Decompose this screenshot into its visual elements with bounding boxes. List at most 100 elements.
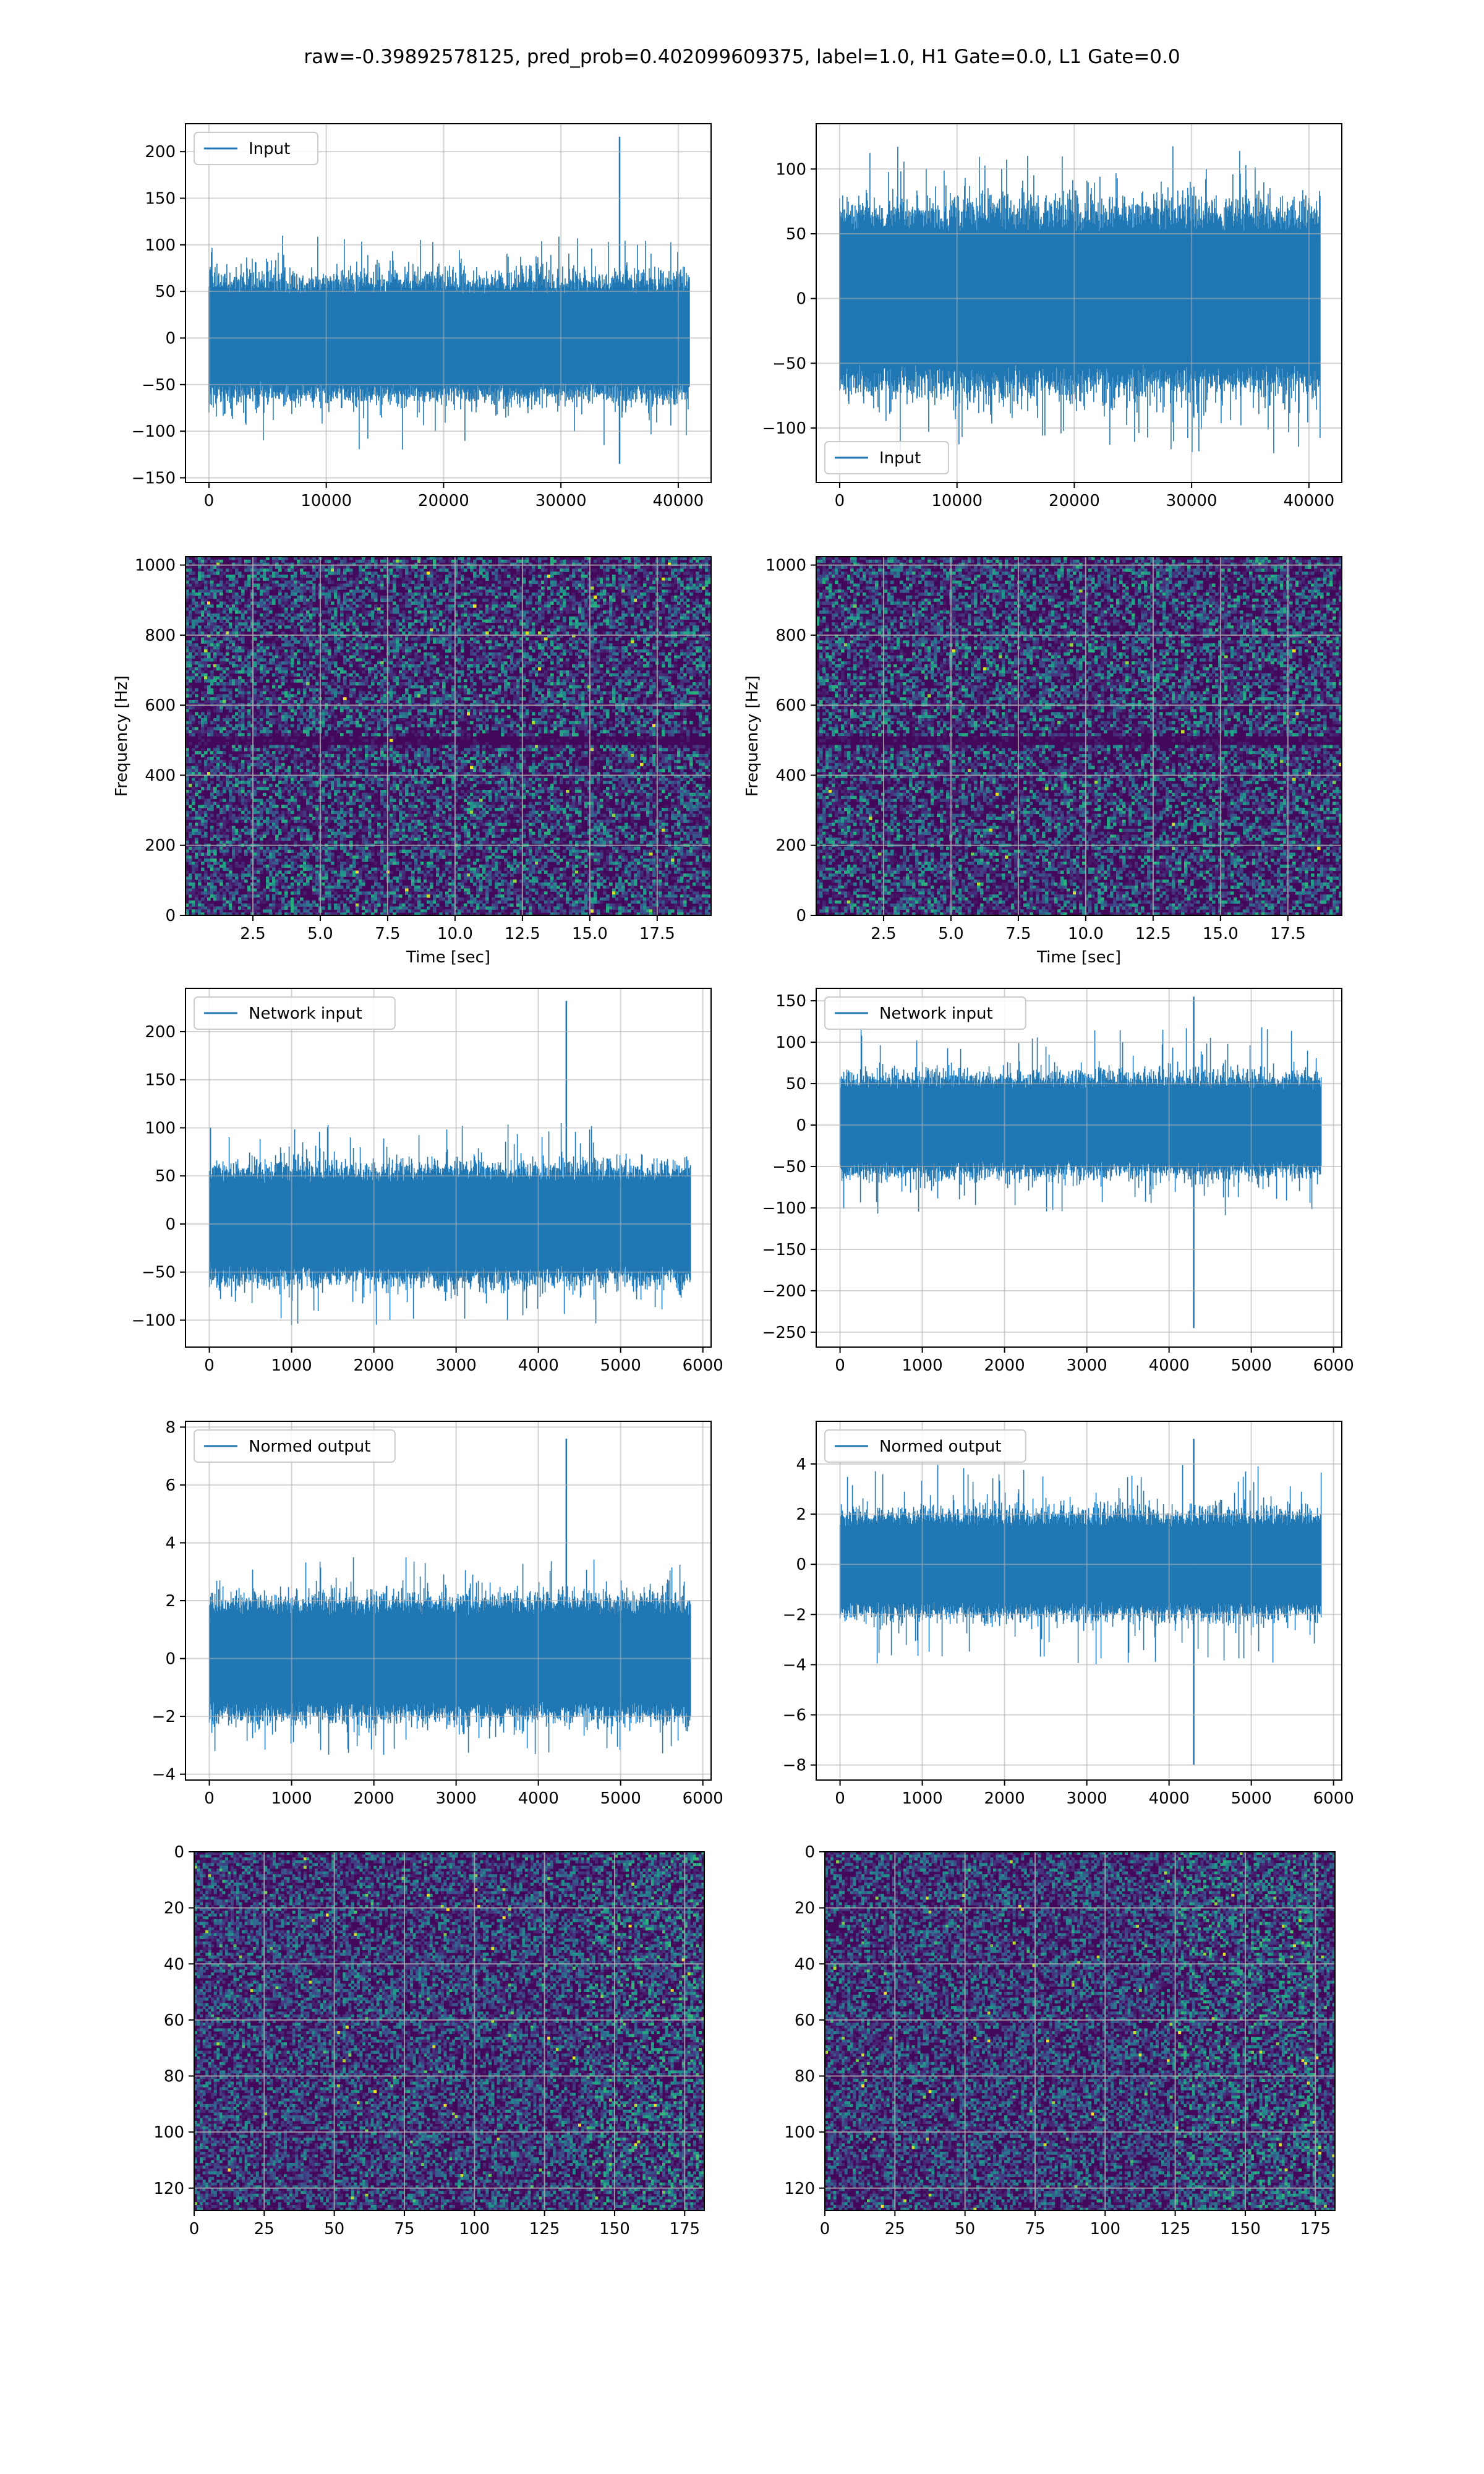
- heatmap-cell: [575, 643, 579, 646]
- heatmap-cell: [226, 649, 229, 653]
- heatmap-cell: [665, 638, 668, 641]
- heatmap-cell: [284, 599, 288, 602]
- heatmap-cell: [291, 566, 294, 569]
- heatmap-cell: [216, 607, 220, 610]
- heatmap-cell: [201, 602, 205, 605]
- heatmap-cell: [686, 604, 690, 607]
- heatmap-cell: [677, 568, 681, 571]
- heatmap-cell: [374, 620, 378, 623]
- heatmap-cell: [288, 614, 291, 617]
- heatmap-cell: [603, 596, 607, 599]
- heatmap-cell: [699, 640, 702, 643]
- heatmap-cell: [606, 578, 610, 581]
- heatmap-cell: [371, 649, 375, 653]
- heatmap-cell: [284, 614, 288, 617]
- heatmap-cell: [405, 578, 409, 581]
- heatmap-cell: [189, 643, 192, 646]
- heatmap-cell: [340, 620, 344, 623]
- heatmap-cell: [380, 604, 384, 607]
- heatmap-cell: [699, 584, 702, 587]
- heatmap-cell: [625, 649, 628, 653]
- heatmap-cell: [625, 566, 628, 569]
- heatmap-cell: [649, 628, 653, 631]
- heatmap-cell: [680, 604, 684, 607]
- heatmap-cell: [507, 571, 511, 575]
- heatmap-cell: [433, 566, 437, 569]
- heatmap-cell: [702, 604, 706, 607]
- heatmap-cell: [473, 643, 477, 646]
- heatmap-cell: [458, 575, 461, 578]
- heatmap-cell: [427, 628, 430, 631]
- heatmap-cell: [538, 596, 542, 599]
- heatmap-cell: [451, 607, 455, 610]
- heatmap-cell: [569, 649, 573, 653]
- heatmap-cell: [631, 589, 634, 593]
- heatmap-cell: [618, 575, 622, 578]
- heatmap-cell: [572, 599, 576, 602]
- heatmap-cell: [640, 617, 644, 620]
- heatmap-cell: [204, 653, 208, 656]
- heatmap-cell: [383, 599, 387, 602]
- heatmap-cell: [532, 578, 535, 581]
- heatmap-cell: [380, 560, 384, 563]
- heatmap-cell: [241, 638, 245, 641]
- heatmap-cell: [643, 589, 647, 593]
- heatmap-cell: [235, 604, 239, 607]
- heatmap-cell: [643, 628, 647, 631]
- heatmap-cell: [532, 622, 535, 625]
- heatmap-cell: [232, 640, 236, 643]
- heatmap-cell: [575, 571, 579, 575]
- heatmap-cell: [492, 593, 495, 596]
- heatmap-cell: [513, 646, 517, 649]
- heatmap-cell: [538, 617, 542, 620]
- heatmap-cell: [581, 622, 585, 625]
- heatmap-cell: [300, 607, 304, 610]
- heatmap-cell: [581, 631, 585, 635]
- heatmap-cell: [189, 593, 192, 596]
- heatmap-cell: [646, 566, 650, 569]
- heatmap-cell: [297, 640, 301, 643]
- heatmap-cell: [485, 604, 489, 607]
- heatmap-cell: [420, 604, 424, 607]
- heatmap-cell: [192, 578, 195, 581]
- heatmap-cell: [442, 620, 446, 623]
- heatmap-cell: [668, 566, 672, 569]
- heatmap-cell: [448, 599, 452, 602]
- heatmap-cell: [411, 566, 415, 569]
- heatmap-cell: [689, 631, 693, 635]
- heatmap-cell: [606, 581, 610, 584]
- heatmap-cell: [331, 571, 335, 575]
- heatmap-cell: [538, 643, 542, 646]
- heatmap-cell: [383, 640, 387, 643]
- heatmap-cell: [643, 604, 647, 607]
- heatmap-cell: [343, 575, 347, 578]
- heatmap-cell: [303, 653, 307, 656]
- heatmap-cell: [390, 649, 393, 653]
- heatmap-cell: [272, 617, 276, 620]
- heatmap-cell: [328, 560, 331, 563]
- heatmap-cell: [334, 614, 338, 617]
- heatmap-cell: [625, 620, 628, 623]
- heatmap-cell: [702, 622, 706, 625]
- heatmap-cell: [510, 602, 514, 605]
- heatmap-cell: [356, 584, 359, 587]
- heatmap-cell: [266, 571, 270, 575]
- heatmap-cell: [488, 560, 492, 563]
- heatmap-cell: [674, 599, 678, 602]
- heatmap-cell: [247, 602, 251, 605]
- heatmap-cell: [652, 568, 656, 571]
- heatmap-cell: [328, 610, 331, 614]
- heatmap-cell: [198, 568, 202, 571]
- heatmap-cell: [309, 581, 313, 584]
- heatmap-cell: [204, 610, 208, 614]
- heatmap-cell: [346, 566, 350, 569]
- heatmap-cell: [591, 646, 594, 649]
- heatmap-cell: [628, 614, 631, 617]
- heatmap-cell: [544, 625, 548, 628]
- heatmap-cell: [365, 575, 369, 578]
- heatmap-cell: [436, 617, 440, 620]
- heatmap-cell: [235, 581, 239, 584]
- heatmap-cell: [374, 617, 378, 620]
- heatmap-cell: [671, 638, 675, 641]
- heatmap-cell: [563, 575, 566, 578]
